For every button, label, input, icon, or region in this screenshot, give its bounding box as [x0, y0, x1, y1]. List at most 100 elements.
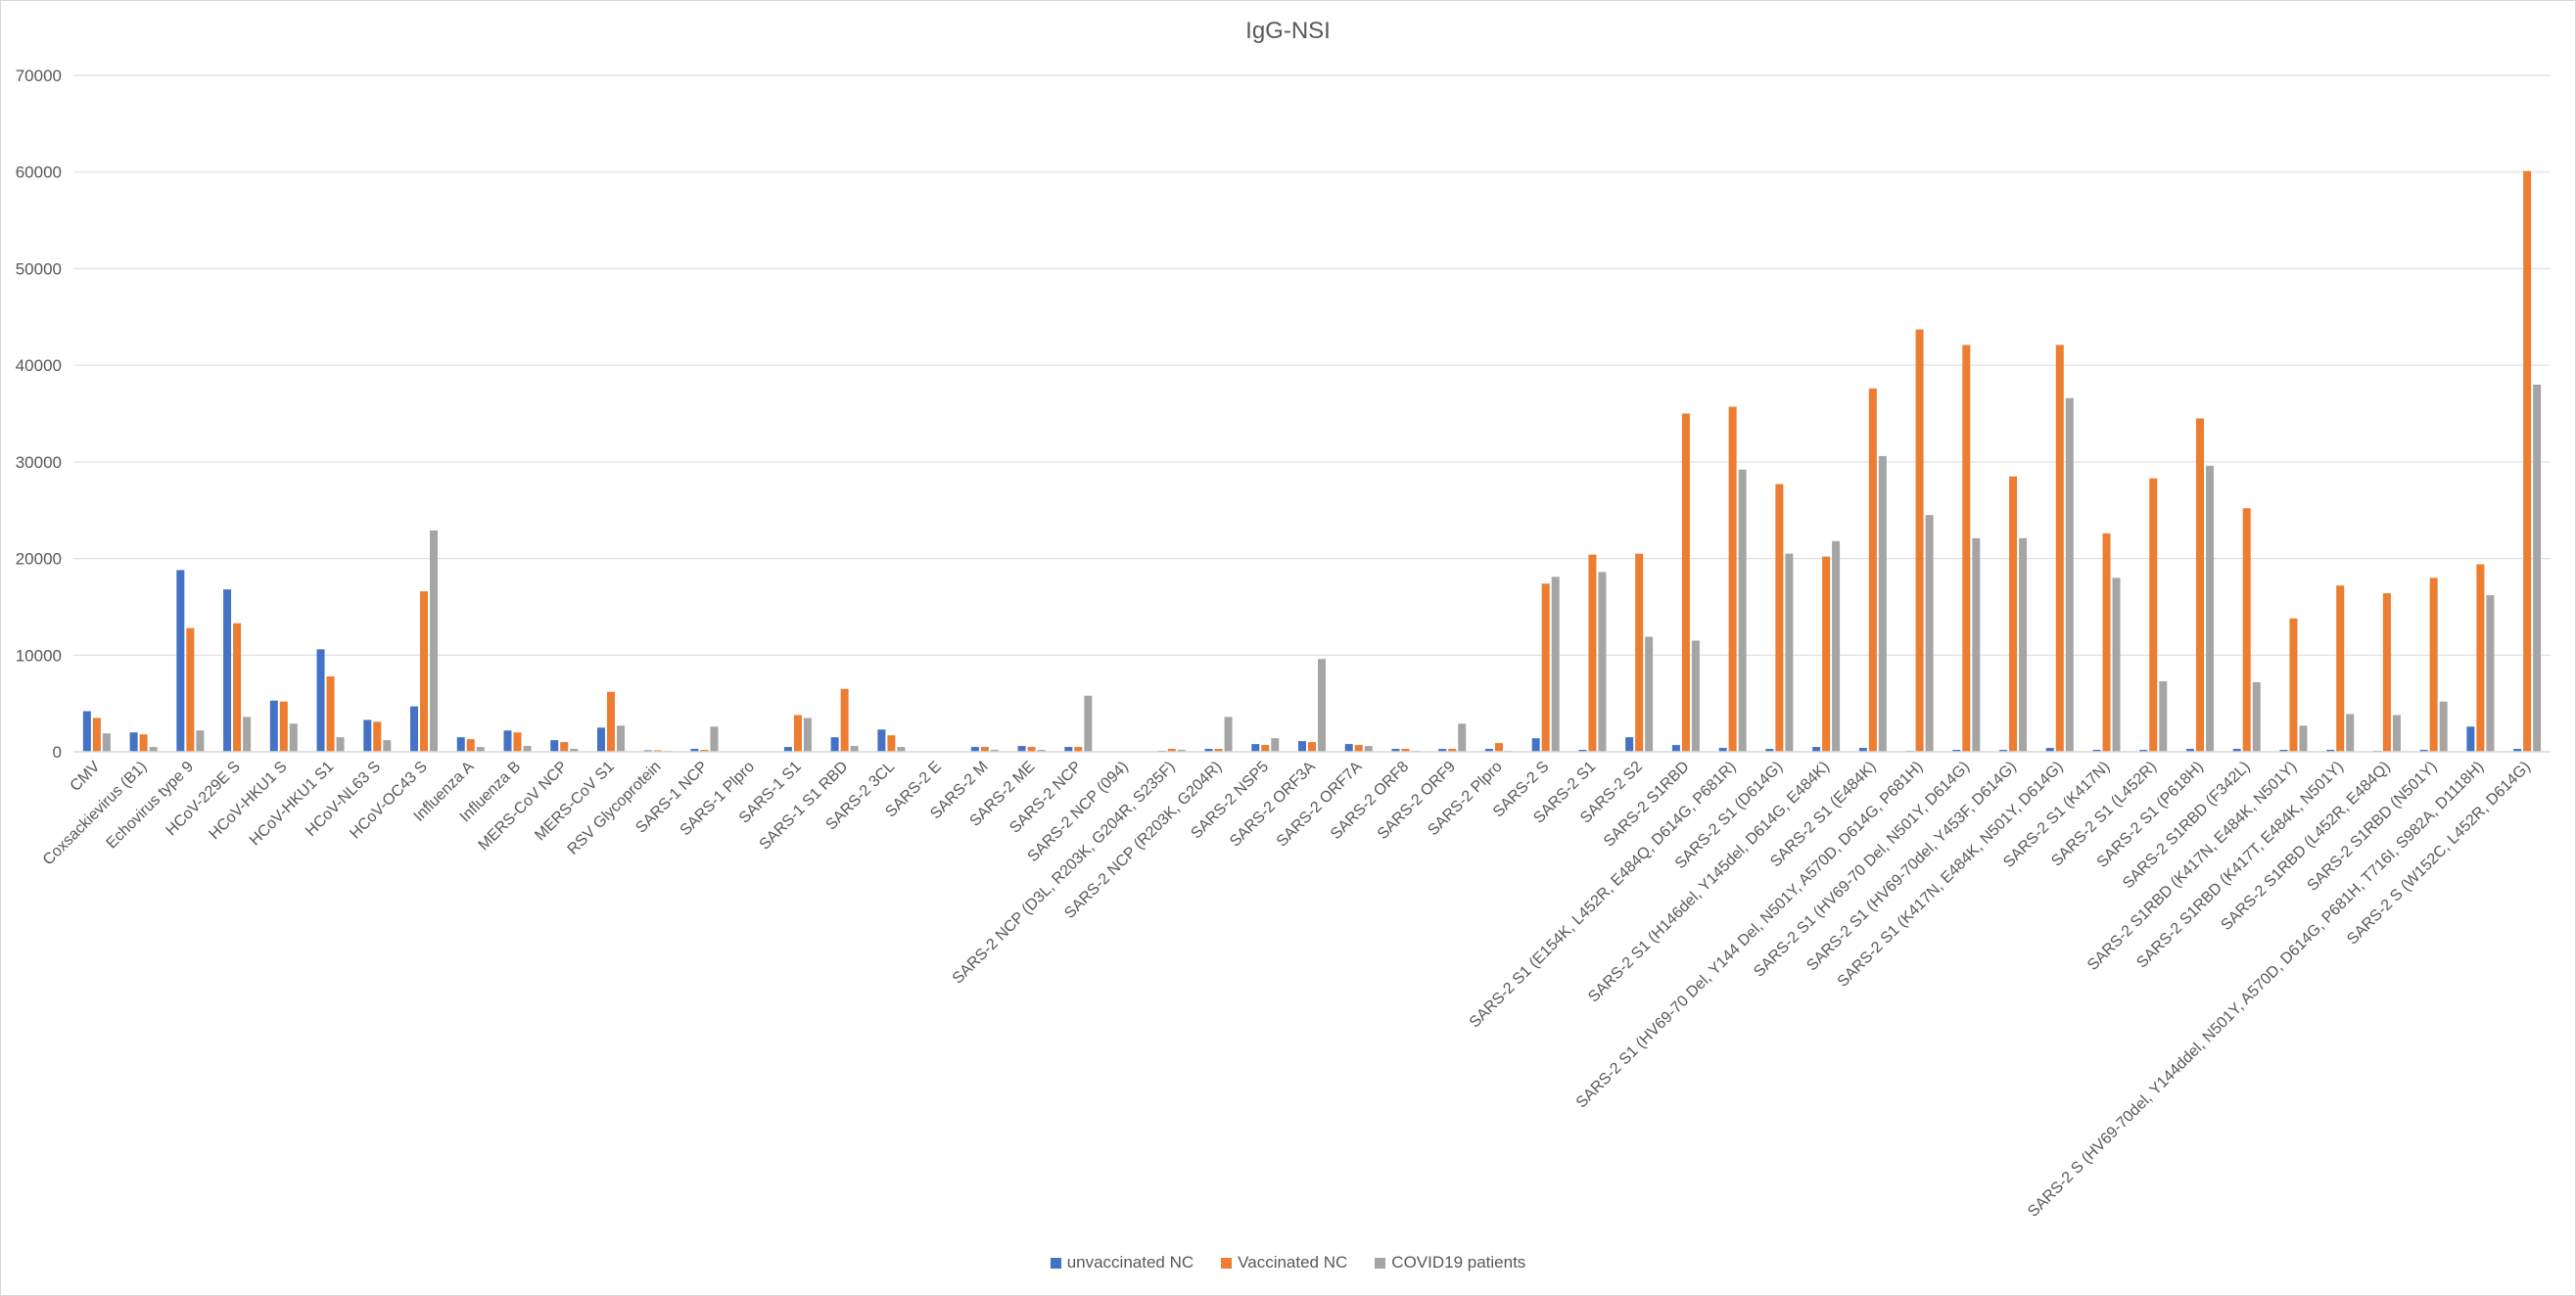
x-tick-label: SARS-2 ORF7A: [1274, 759, 1366, 851]
bar: [2289, 618, 2298, 752]
legend-item-covid-patients: COVID19 patients: [1375, 1253, 1525, 1273]
bar: [129, 732, 138, 752]
bar: [1962, 345, 1971, 752]
bar: [1037, 750, 1046, 752]
bar: [1017, 746, 1026, 752]
bar: [523, 746, 532, 752]
bar: [690, 749, 699, 752]
x-tick-label: MERS-CoV S1: [532, 759, 618, 845]
bar: [2533, 384, 2542, 752]
bar: [2439, 701, 2448, 752]
bar: [1671, 745, 1680, 752]
bar: [1074, 747, 1083, 752]
chart-title: IgG-NSI: [1245, 18, 1331, 44]
bar: [456, 737, 465, 752]
bar: [2205, 465, 2214, 752]
bar: [570, 749, 579, 752]
bar: [2279, 750, 2288, 752]
bar: [1588, 554, 1597, 752]
x-tick-label: MERS-CoV NCP: [476, 759, 572, 855]
y-tick-label: 50000: [16, 259, 62, 278]
chart-legend: unvaccinated NC Vaccinated NC COVID19 pa…: [0, 1253, 2576, 1273]
bar: [1718, 748, 1727, 752]
bar: [1785, 553, 1794, 752]
bar: [233, 623, 242, 752]
bar: [2392, 715, 2401, 752]
bar: [1364, 746, 1373, 752]
bar: [1167, 749, 1176, 752]
bar: [2336, 585, 2345, 752]
bar: [2299, 725, 2308, 752]
x-tick-label: SARS-2 S1 (HV69-70 Del, Y144 Del, N501Y,…: [1573, 759, 1927, 1112]
bar: [2159, 680, 2168, 752]
legend-label-unvaccinated: unvaccinated NC: [1066, 1253, 1194, 1272]
bar: [877, 729, 886, 752]
bar: [616, 725, 625, 752]
legend-swatch-unvaccinated: [1050, 1257, 1061, 1269]
bar: [1832, 540, 1841, 752]
bar: [783, 747, 792, 752]
bar: [1027, 747, 1036, 752]
bar: [803, 717, 812, 752]
bar: [2149, 478, 2158, 752]
bar: [700, 750, 709, 752]
legend-item-unvaccinated: unvaccinated NC: [1050, 1253, 1194, 1273]
bar: [1204, 749, 1213, 752]
bar: [243, 717, 252, 752]
bar: [1915, 329, 1924, 752]
bar: [1084, 695, 1093, 752]
x-tick-label: SARS-2 S1RBD (L452R, E484Q): [2218, 759, 2393, 934]
bar: [1999, 750, 2008, 752]
bar: [2092, 750, 2101, 752]
bar: [2346, 714, 2355, 752]
bar: [1952, 750, 1961, 752]
bar: [990, 750, 999, 752]
bar: [1308, 742, 1316, 752]
bar: [279, 701, 288, 752]
bar: [560, 742, 569, 752]
bar: [550, 740, 559, 752]
bar: [1775, 484, 1784, 752]
y-tick-label: 30000: [16, 453, 62, 472]
legend-label-vaccinated: Vaccinated NC: [1238, 1253, 1348, 1272]
y-tick-label: 20000: [16, 550, 62, 569]
x-tick-label: CMV: [68, 759, 104, 795]
bar: [2055, 345, 2064, 752]
bar: [92, 717, 101, 752]
bar: [2065, 397, 2074, 752]
bar: [2466, 726, 2475, 752]
x-tick-label: HCoV-HKU1 S1: [247, 759, 338, 850]
bar: [2102, 532, 2111, 752]
bar: [1728, 406, 1737, 752]
x-tick-label: SARS-1 S1 RBD: [757, 759, 852, 854]
bar: [1354, 745, 1363, 752]
bar: [420, 591, 429, 752]
bar: [2513, 749, 2522, 752]
bar: [82, 711, 91, 752]
x-tick-label: SARS-2 S1 (K417N, E484K, N501Y, D614G): [1835, 759, 2067, 991]
bar: [1271, 738, 1280, 752]
bar: [503, 730, 512, 752]
bar: [102, 733, 111, 752]
bar: [2139, 750, 2148, 752]
bar: [316, 649, 325, 752]
bar: [1251, 744, 1260, 752]
bar: [2045, 748, 2054, 752]
bar: [793, 715, 802, 752]
bar: [1765, 749, 1774, 752]
bar: [970, 747, 979, 752]
bar: [196, 730, 205, 752]
bar: [850, 746, 859, 752]
bar: [1691, 640, 1700, 752]
bar: [223, 589, 232, 752]
legend-item-vaccinated: Vaccinated NC: [1221, 1253, 1347, 1273]
bar: [1531, 738, 1540, 752]
bar: [1214, 749, 1223, 752]
bar: [1484, 749, 1493, 752]
bar: [887, 735, 896, 752]
bar: [897, 747, 906, 752]
bar: [1645, 636, 1654, 752]
bar: [326, 676, 335, 752]
bar: [373, 721, 382, 752]
